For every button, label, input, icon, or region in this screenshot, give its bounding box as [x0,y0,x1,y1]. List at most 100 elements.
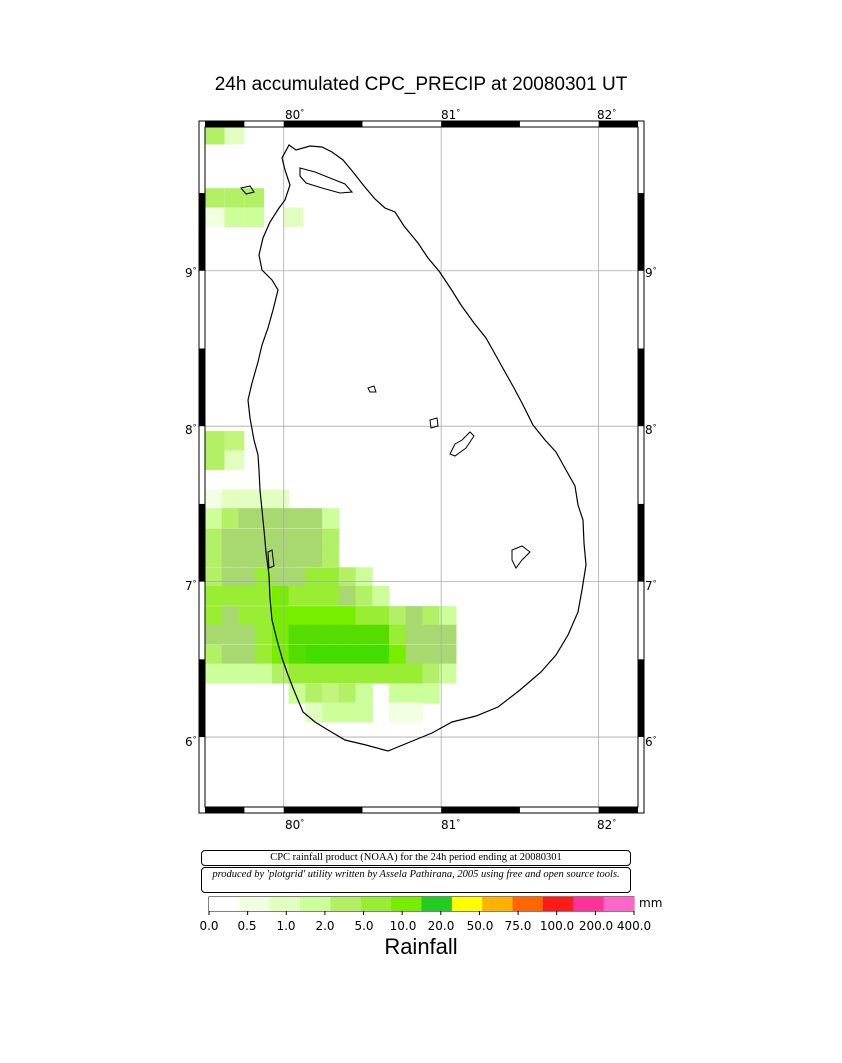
rainfall-cell [221,585,239,606]
rainfall-cell [205,547,223,567]
rainfall-cell [255,644,273,665]
rainfall-cell [439,606,457,627]
colorbar-label: 200.0 [578,919,614,933]
rainfall-cell [205,431,225,451]
rainfall-cell [305,508,323,529]
rainfall-cell [338,683,357,704]
right-lat-label-7: 7° [645,579,657,593]
colorbar-label: 50.0 [466,919,494,933]
right-lat-label-6: 6° [645,735,657,749]
colorbar-label: 20.0 [427,919,455,933]
colorbar-label: 1.0 [276,919,296,933]
rainfall-cell [439,624,457,645]
rainfall-cell [288,585,306,606]
rainfall-cell [405,702,423,723]
rainfall-cell [405,683,423,704]
rainfall-cell [238,663,256,684]
credit-line-product: CPC rainfall product (NOAA) for the 24h … [201,850,631,866]
rainfall-cell [255,624,273,645]
colorbar-swatch [300,897,331,911]
rainfall-cell [305,663,323,684]
rainfall-cell [221,624,239,645]
colorbar-label: 2.0 [315,919,335,933]
rainfall-cell [389,624,407,645]
frame-segment [638,659,644,738]
rainfall-cell [205,624,223,645]
colorbar-swatch [360,897,392,911]
rainfall-cell [224,450,245,470]
map-frame-inner [204,126,639,808]
rainfall-cell [238,624,256,645]
left-lat-label-9: 9° [185,266,197,280]
jaffna-islet [299,167,354,194]
islet-west [239,185,255,195]
rainfall-cell [422,683,440,704]
rainfall-cell [338,702,357,723]
rainfall-cell [405,644,423,665]
frame-segment [638,193,644,271]
colorbar-label: 0.0 [199,919,219,933]
colorbar-title: Rainfall [384,934,458,959]
rainfall-cell [238,606,256,627]
colorbar-unit: mm [639,896,663,910]
lake-small-1 [367,385,377,393]
colorbar-swatch [330,897,362,911]
rainfall-cell [405,663,423,684]
rainfall-cell [221,644,239,665]
rainfall-cell [205,508,223,529]
map-title: 24h accumulated CPC_PRECIP at 20080301 U… [214,74,628,95]
colorbar [208,897,635,915]
colorbar-swatch [421,897,453,911]
rainfall-cell [205,663,223,684]
rainfall-cell [355,644,373,665]
rainfall-cell [244,207,265,228]
rainfall-cell [322,528,340,549]
rainfall-cell [338,606,357,627]
colorbar-label: 0.5 [237,919,257,933]
map-frame [198,120,645,814]
rainfall-cell [355,663,373,684]
lagoon-west [267,549,275,569]
top-lon-label-81: 81° [441,108,461,122]
frame-segment [199,503,205,582]
rainfall-cell [255,489,273,510]
rainfall-cell [322,624,340,645]
credit-line-author: produced by 'plotgrid' utility written b… [201,867,631,893]
rainfall-cell [238,508,256,529]
rainfall-cell [255,508,273,529]
top-lon-label-82: 82° [597,108,617,122]
rainfall-cell [322,547,340,567]
rainfall-cell [271,585,290,606]
rainfall-cell [224,125,245,145]
rainfall-cell [372,644,390,665]
rainfall-cell [322,606,340,627]
colorbar-swatch [542,897,574,911]
rainfall-cell [255,528,273,549]
rainfall-cell [305,547,323,567]
rainfall-cell [238,547,256,567]
rainfall-cell [205,207,225,228]
frame-segment [441,121,520,127]
rainfall-cell [405,624,423,645]
colorbar-swatch [451,897,483,911]
rainfall-cell [288,624,306,645]
rainfall-cell [221,528,239,549]
rainfall-cell [405,606,423,627]
rainfall-cell [389,683,407,704]
rainfall-cell [322,585,340,606]
rainfall-cell [338,624,357,645]
rainfall-cell [422,663,440,684]
left-lat-label-6: 6° [185,735,197,749]
rainfall-cell [271,663,290,684]
colorbar-swatch [391,897,422,911]
rainfall-cell [224,188,245,208]
frame-segment [283,807,363,813]
rainfall-cell [322,644,340,665]
rainfall-cell [283,207,304,228]
rainfall-cell [221,606,239,627]
rainfall-cell [305,606,323,627]
rainfall-cell [255,547,273,567]
rainfall-cell [305,585,323,606]
frame-segment [199,659,205,738]
